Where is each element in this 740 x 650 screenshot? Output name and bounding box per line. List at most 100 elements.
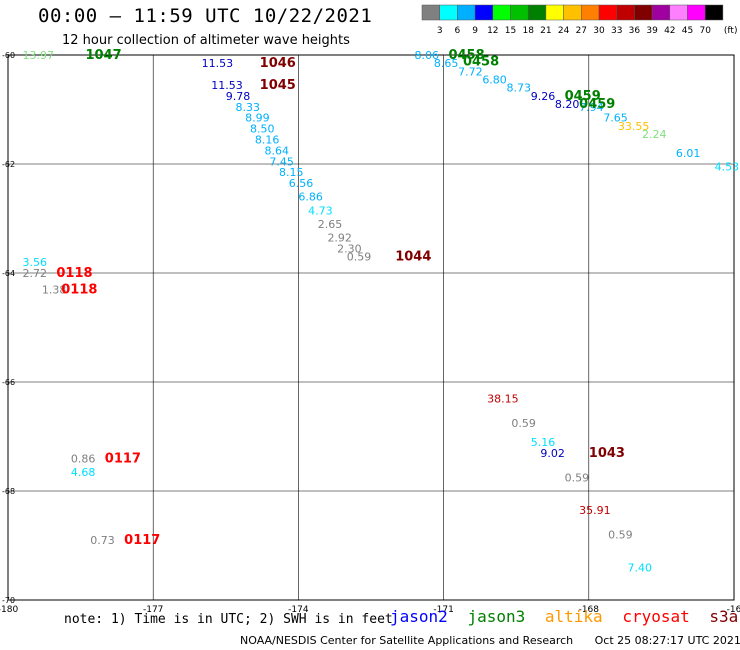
wave-height-label: 3.56 (23, 256, 48, 269)
wave-height-label: 7.45 (269, 155, 294, 168)
pass-time-label: 0117 (124, 533, 160, 548)
wave-height-label: 11.53 (211, 79, 243, 92)
lat-tick-label: -66 (2, 378, 15, 387)
wave-height-label: 13.97 (23, 49, 55, 62)
pass-time-label: 0458 (463, 55, 499, 70)
pass-time-label: 1045 (260, 78, 296, 93)
wave-height-label: 8.50 (250, 123, 275, 136)
scale-label: 70 (699, 26, 711, 36)
pass-time-label: 0459 (565, 89, 601, 104)
wave-height-label: 0.59 (608, 529, 633, 542)
wave-height-label: 1.38 (42, 283, 67, 296)
lat-tick-label: -68 (2, 487, 15, 496)
wave-height-label: 8.06 (415, 49, 440, 62)
footer-source: NOAA/NESDIS Center for Satellite Applica… (240, 634, 574, 647)
lon-tick-label: -171 (433, 605, 453, 615)
scale-label: 9 (472, 26, 478, 36)
legend-cryosat: cryosat (622, 607, 690, 626)
scale-label: 18 (522, 26, 534, 36)
scale-label: 3 (437, 26, 443, 36)
wave-height-label: 7.72 (458, 65, 483, 78)
wave-height-label: 0.59 (347, 251, 372, 264)
pass-time-label: 0117 (105, 451, 141, 466)
pass-time-label: 0118 (56, 266, 92, 281)
scale-label: 45 (682, 26, 693, 36)
pass-time-label: 1047 (85, 48, 121, 63)
scale-label: 42 (664, 26, 675, 36)
legend-jason2: jason2 (390, 607, 448, 626)
scale-label: 15 (505, 26, 516, 36)
pass-time-label: 0458 (448, 48, 484, 63)
lon-tick-label: -16 (727, 605, 740, 615)
pass-time-label: 1046 (260, 56, 296, 71)
legend-s3a: s3a (709, 607, 739, 626)
scale-label: 36 (629, 26, 641, 36)
legend-altika: altika (544, 607, 603, 626)
lat-tick-label: -62 (2, 160, 15, 169)
wave-height-label: 4.53 (715, 161, 740, 174)
wave-height-label: 7.94 (579, 101, 604, 114)
wave-height-label: 7.65 (603, 112, 628, 125)
wave-height-label: 8.20 (555, 98, 580, 111)
wave-height-label: 8.16 (255, 133, 280, 146)
lon-tick-label: -174 (288, 605, 309, 615)
footer-timestamp: Oct 25 08:27:17 UTC 2021 (594, 634, 740, 647)
scale-label: 39 (646, 26, 658, 36)
pass-time-label: 0459 (579, 97, 615, 112)
lon-tick-label: -168 (579, 605, 600, 615)
scale-label: 24 (558, 26, 570, 36)
pass-time-label: 1044 (395, 250, 431, 265)
wave-height-label: 8.64 (265, 144, 290, 157)
color-scale: 3 6 9 12 15 18 21 24 27 30 33 36 39 42 45 70 (ft) (421, 4, 738, 36)
wave-height-label: 6.01 (676, 147, 701, 160)
wave-height-label: 11.53 (202, 57, 234, 70)
wave-height-label: 9.26 (531, 90, 556, 103)
page-title: 00:00 – 11:59 UTC 10/22/2021 (38, 5, 373, 27)
units-note: note: 1) Time is in UTC; 2) SWH is in fe… (64, 612, 393, 627)
lat-tick-label: -70 (2, 596, 15, 605)
footer: NOAA/NESDIS Center for Satellite Applica… (240, 634, 740, 647)
wave-height-label: 6.56 (289, 177, 314, 190)
wave-height-label: 2.30 (337, 242, 362, 255)
lat-tick-label: -64 (2, 269, 15, 278)
wave-height-label: 35.91 (579, 504, 611, 517)
scale-label: 33 (611, 26, 622, 36)
wave-height-label: 0.59 (511, 417, 536, 430)
legend-jason3: jason3 (467, 607, 526, 626)
scale-label: 30 (593, 26, 605, 36)
wave-height-label: 9.78 (226, 90, 251, 103)
lat-tick-label: -60 (2, 51, 15, 60)
scale-label: 27 (576, 26, 587, 36)
wave-height-label: 5.16 (531, 436, 556, 449)
page-subtitle: 12 hour collection of altimeter wave hei… (62, 33, 350, 48)
wave-height-label: 8.33 (235, 101, 259, 114)
wave-height-label: 8.15 (279, 166, 304, 179)
wave-height-label: 8.73 (507, 82, 532, 95)
scale-label: 21 (540, 26, 551, 36)
map-frame (7, 54, 735, 601)
wave-height-label: 6.80 (482, 74, 507, 87)
wave-height-label: 8.65 (434, 57, 459, 70)
scale-swatch (704, 4, 724, 21)
scale-label: 12 (487, 26, 498, 36)
wave-height-label: 38.15 (487, 392, 519, 405)
pass-time-label: 1043 (589, 446, 625, 461)
lon-tick-label: -180 (0, 605, 18, 615)
wave-height-label: 7.40 (628, 561, 653, 574)
wave-height-label: 2.72 (23, 267, 48, 280)
wave-height-label: 6.86 (298, 191, 323, 204)
wave-height-label: 0.86 (71, 452, 96, 465)
wave-height-label: 9.02 (540, 447, 565, 460)
wave-height-label: 4.68 (71, 466, 96, 479)
scale-label: 6 (455, 26, 461, 36)
satellite-legend: jason2 jason3 altika cryosat s3a (390, 607, 740, 626)
wave-height-label: 33.55 (618, 120, 650, 133)
pass-time-label: 0118 (61, 282, 97, 297)
lon-tick-label: -177 (143, 605, 163, 615)
wave-height-label: 2.92 (327, 232, 352, 245)
wave-height-label: 0.59 (565, 471, 590, 484)
scale-unit: (ft) (724, 26, 738, 36)
wave-height-label: 8.99 (245, 112, 270, 125)
wave-height-label: 4.73 (308, 204, 333, 217)
